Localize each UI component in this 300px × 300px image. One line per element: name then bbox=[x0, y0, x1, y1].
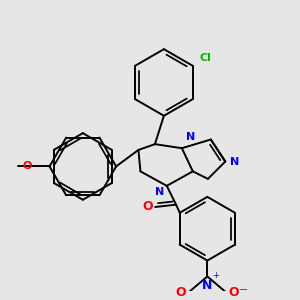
Text: O: O bbox=[23, 161, 32, 171]
Text: O: O bbox=[229, 286, 239, 299]
Text: +: + bbox=[212, 272, 219, 280]
Text: N: N bbox=[230, 157, 239, 166]
Text: Cl: Cl bbox=[200, 53, 212, 63]
Text: N: N bbox=[155, 187, 164, 197]
Text: O: O bbox=[176, 286, 186, 299]
Text: −: − bbox=[239, 284, 249, 295]
Text: N: N bbox=[186, 132, 195, 142]
Text: O: O bbox=[142, 200, 153, 214]
Text: N: N bbox=[202, 279, 212, 292]
